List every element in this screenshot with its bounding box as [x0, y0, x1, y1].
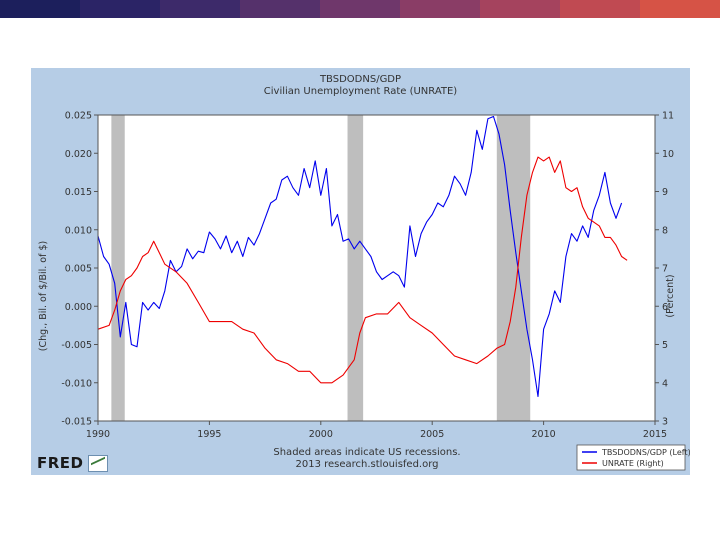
- y-axis-label-left: (Chg., Bil. of $/Bil. of $): [38, 241, 49, 351]
- y-tick-label-right: 5: [662, 340, 668, 351]
- y-tick-label-right: 6: [662, 302, 668, 313]
- color-bar-segment: [480, 0, 560, 18]
- y-tick-label-right: 7: [662, 264, 668, 275]
- source-caption: 2013 research.stlouisfed.org: [295, 459, 438, 470]
- fred-logo-text: FRED: [37, 454, 84, 472]
- y-tick-label-right: 4: [662, 378, 668, 389]
- y-tick-label-left: -0.010: [61, 378, 92, 389]
- color-bar-segment: [400, 0, 480, 18]
- chart-svg: TBSDODNS/GDP Civilian Unemployment Rate …: [38, 74, 690, 471]
- fred-chart-panel: TBSDODNS/GDP Civilian Unemployment Rate …: [31, 68, 690, 475]
- fred-logo: FRED: [37, 454, 108, 472]
- recession-caption: Shaded areas indicate US recessions.: [273, 447, 460, 458]
- color-bar-segment: [0, 0, 80, 18]
- series-line-unrate: [97, 156, 628, 384]
- x-tick-label: 2005: [420, 429, 444, 440]
- x-tick-label: 1990: [86, 429, 110, 440]
- color-bar-segment: [560, 0, 640, 18]
- y-tick-label-right: 8: [662, 225, 668, 236]
- title-color-bar: [0, 0, 720, 18]
- color-bar-segment: [160, 0, 240, 18]
- series-lines: [97, 115, 628, 398]
- chart-subtitle: Civilian Unemployment Rate (UNRATE): [264, 86, 458, 97]
- y-tick-label-left: -0.005: [61, 340, 92, 351]
- plot-area: [98, 115, 655, 421]
- legend-label-left-series: TBSDODNS/GDP (Left): [601, 448, 690, 457]
- y-tick-label-left: 0.020: [65, 149, 92, 160]
- axes: -0.015 -0.010 -0.005 0.000 0.005 0.010 0.015 0.…: [61, 111, 674, 441]
- color-bar-segment: [80, 0, 160, 18]
- y-axis-label-right: (Percent): [665, 274, 676, 317]
- y-tick-label-right: 11: [662, 111, 674, 122]
- x-tick-label: 1995: [197, 429, 221, 440]
- recession-band: [347, 115, 364, 421]
- y-tick-label-right: 9: [662, 187, 668, 198]
- color-bar-segment: [240, 0, 320, 18]
- legend-box: [576, 444, 686, 471]
- y-tick-label-left: 0.010: [65, 225, 92, 236]
- color-bar-segment: [640, 0, 720, 18]
- y-tick-label-left: 0.025: [65, 111, 92, 122]
- recession-band: [111, 115, 125, 421]
- y-tick-label-right: 10: [662, 149, 674, 160]
- recession-bands: [111, 115, 531, 421]
- y-tick-label-left: 0.005: [65, 264, 92, 275]
- fred-graph-icon: [87, 454, 108, 472]
- x-tick-label: 2000: [309, 429, 333, 440]
- chart-title: TBSDODNS/GDP: [319, 74, 401, 85]
- recession-band: [496, 115, 531, 421]
- legend: TBSDODNS/GDP (Left) UNRATE (Right): [576, 444, 690, 471]
- y-tick-label-left: -0.015: [61, 417, 92, 428]
- y-tick-label-right: 3: [662, 417, 668, 428]
- color-bar-segment: [320, 0, 400, 18]
- legend-label-right-series: UNRATE (Right): [602, 459, 664, 468]
- series-line-tbsdodns-gdp: [97, 115, 623, 398]
- y-tick-label-left: 0.015: [65, 187, 92, 198]
- x-tick-label: 2010: [532, 429, 556, 440]
- x-tick-label: 2015: [643, 429, 667, 440]
- y-tick-label-left: 0.000: [65, 302, 92, 313]
